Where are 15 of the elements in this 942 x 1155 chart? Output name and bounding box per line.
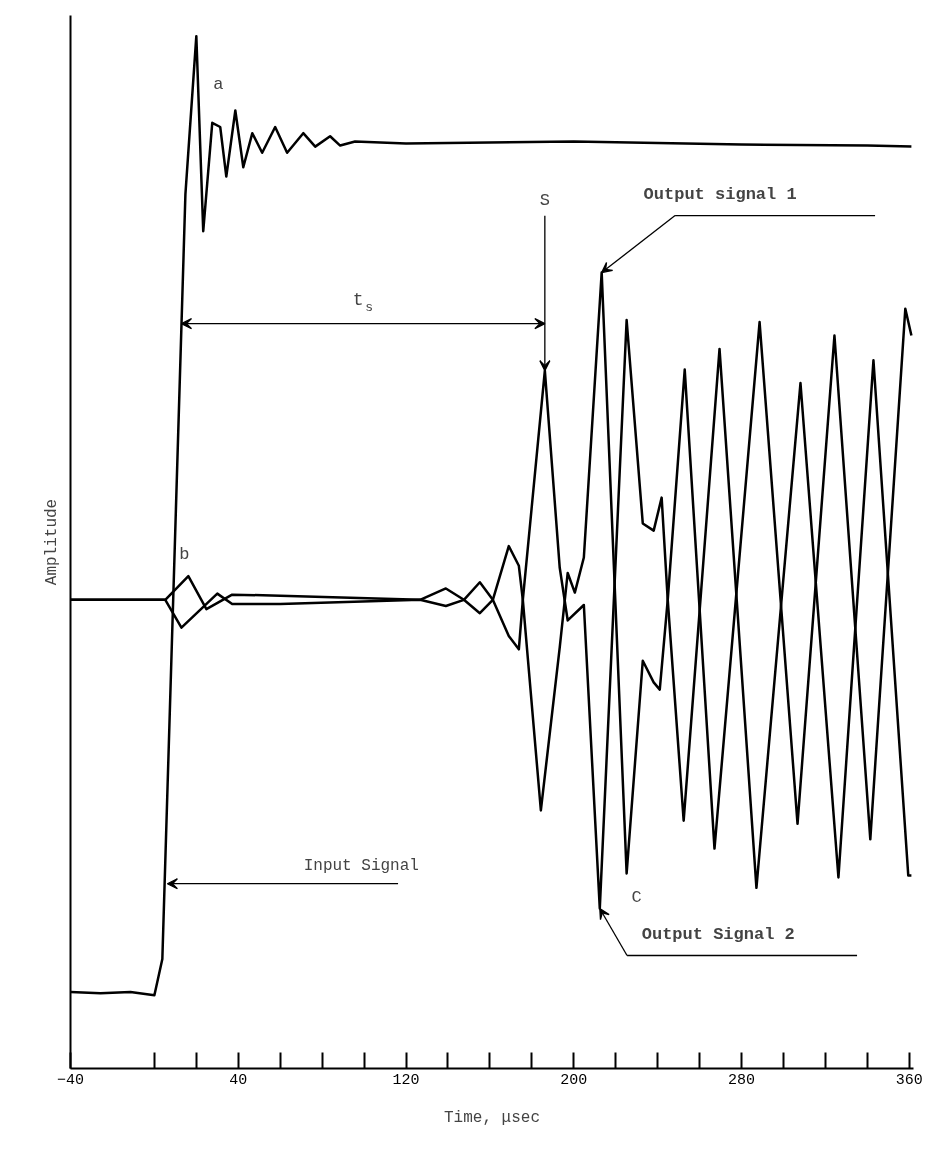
annotation: a xyxy=(213,74,224,94)
x-axis-title: Time, μsec xyxy=(443,1108,541,1127)
x-tick-label: −40 xyxy=(57,1071,85,1089)
x-tick-label: 280 xyxy=(728,1071,756,1089)
annotation: Input Signal xyxy=(303,856,419,875)
annotation: Output Signal 2 xyxy=(641,924,795,944)
x-tick-label: 40 xyxy=(229,1071,248,1089)
annotation: b xyxy=(179,544,190,564)
x-tick-label: 200 xyxy=(560,1071,588,1089)
annotation: S xyxy=(539,191,550,211)
annotation: Output signal 1 xyxy=(643,185,797,205)
y-axis-title: Amplitude xyxy=(42,498,61,586)
annotation: C xyxy=(631,887,642,907)
x-tick-label: 360 xyxy=(895,1071,923,1089)
x-tick-label: 120 xyxy=(392,1071,420,1089)
